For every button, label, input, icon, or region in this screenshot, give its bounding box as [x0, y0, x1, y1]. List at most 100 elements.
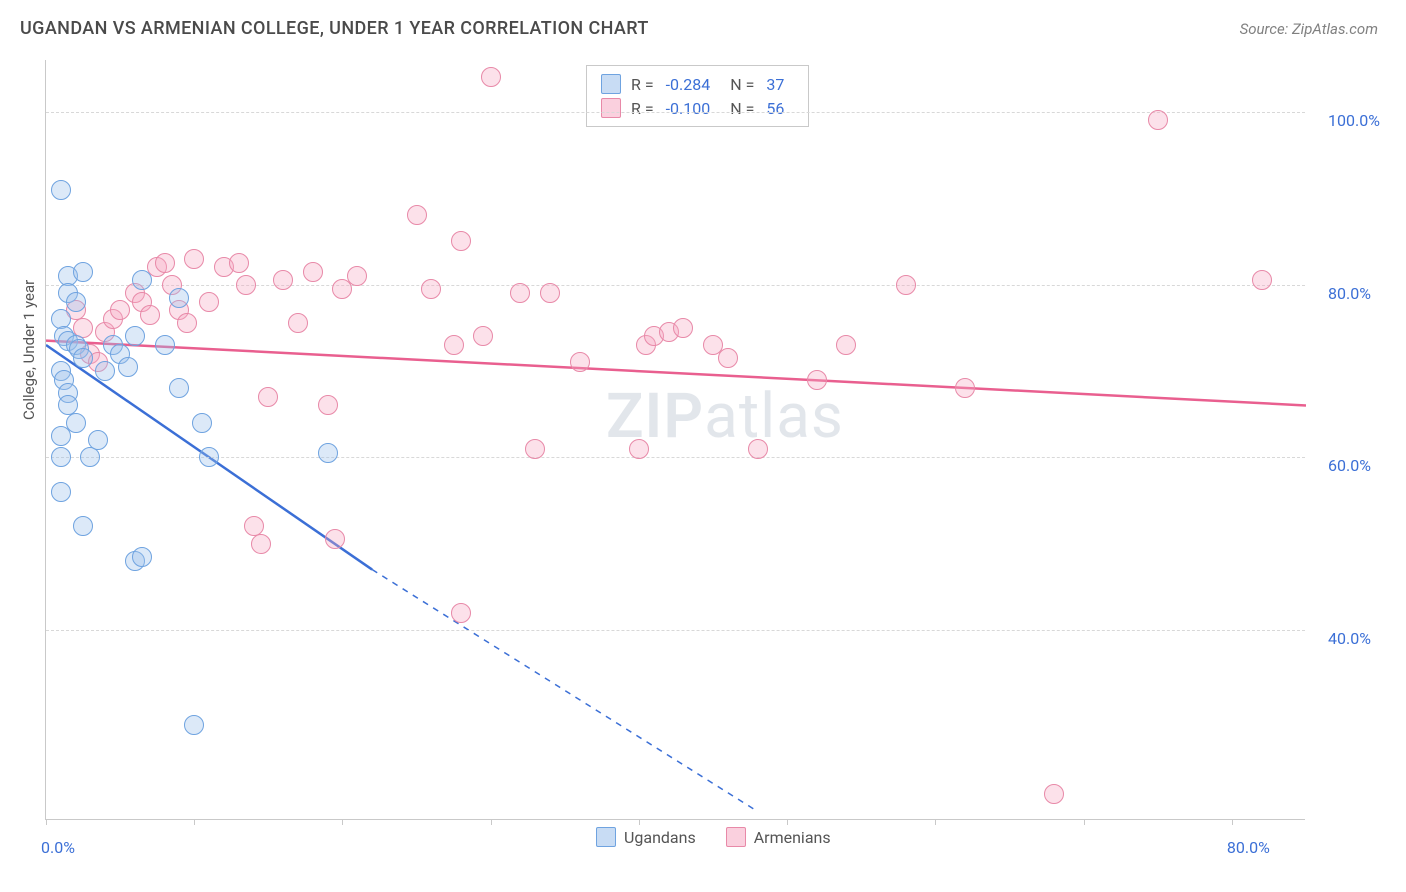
point-armenians [347, 266, 367, 286]
point-armenians [155, 253, 175, 273]
y-axis-label: College, Under 1 year [20, 280, 38, 420]
gridline [46, 112, 1305, 113]
point-ugandans [51, 447, 71, 467]
point-armenians [229, 253, 249, 273]
point-armenians [1252, 270, 1272, 290]
point-ugandans [192, 413, 212, 433]
point-ugandans [118, 357, 138, 377]
ytick-label: 80.0% [1328, 284, 1371, 303]
point-armenians [510, 283, 530, 303]
xtick [46, 819, 47, 825]
xtick-label: 80.0% [1227, 838, 1270, 857]
point-armenians [110, 300, 130, 320]
point-armenians [273, 270, 293, 290]
point-armenians [303, 262, 323, 282]
point-ugandans [66, 292, 86, 312]
point-armenians [318, 395, 338, 415]
point-armenians [629, 439, 649, 459]
xtick [935, 819, 936, 825]
point-ugandans [51, 482, 71, 502]
trend-lines [46, 60, 1306, 820]
point-armenians [955, 378, 975, 398]
point-armenians [451, 231, 471, 251]
xtick [491, 819, 492, 825]
ytick-label: 40.0% [1328, 629, 1371, 648]
r-value-ugandans: -0.284 [666, 75, 711, 94]
point-armenians [258, 387, 278, 407]
point-armenians [718, 348, 738, 368]
swatch-armenians-icon [726, 827, 746, 847]
gridline [46, 457, 1305, 458]
series-legend: Ugandans Armenians [596, 827, 831, 847]
point-armenians [407, 205, 427, 225]
xtick [639, 819, 640, 825]
xtick [787, 819, 788, 825]
point-ugandans [132, 270, 152, 290]
point-ugandans [73, 348, 93, 368]
point-ugandans [95, 361, 115, 381]
point-armenians [251, 534, 271, 554]
point-armenians [836, 335, 856, 355]
point-armenians [451, 603, 471, 623]
point-armenians [199, 292, 219, 312]
legend-row-ugandans: R = -0.284 N = 37 [601, 72, 794, 96]
r-value-armenians: -0.100 [666, 99, 711, 118]
point-armenians [140, 305, 160, 325]
chart-title: UGANDAN VS ARMENIAN COLLEGE, UNDER 1 YEA… [20, 18, 649, 39]
xtick [1084, 819, 1085, 825]
n-value-ugandans: 37 [766, 75, 784, 94]
gridline [46, 630, 1305, 631]
xtick [342, 819, 343, 825]
legend-label-ugandans: Ugandans [624, 828, 696, 847]
point-armenians [421, 279, 441, 299]
point-ugandans [125, 326, 145, 346]
xtick [194, 819, 195, 825]
point-armenians [1148, 110, 1168, 130]
correlation-legend: R = -0.284 N = 37 R = -0.100 N = 56 [586, 65, 809, 127]
point-armenians [896, 275, 916, 295]
point-ugandans [51, 426, 71, 446]
point-ugandans [169, 288, 189, 308]
point-ugandans [80, 447, 100, 467]
point-armenians [444, 335, 464, 355]
point-ugandans [88, 430, 108, 450]
point-armenians [540, 283, 560, 303]
legend-item-ugandans: Ugandans [596, 827, 696, 847]
scatter-chart: ZIPatlas R = -0.284 N = 37 R = -0.100 N … [45, 60, 1305, 820]
point-armenians [325, 529, 345, 549]
point-ugandans [199, 447, 219, 467]
r-label: R = [631, 99, 654, 118]
point-armenians [236, 275, 256, 295]
n-label: N = [730, 75, 754, 94]
point-armenians [184, 249, 204, 269]
legend-label-armenians: Armenians [754, 828, 831, 847]
point-armenians [525, 439, 545, 459]
n-label: N = [730, 99, 754, 118]
point-armenians [481, 67, 501, 87]
point-ugandans [73, 262, 93, 282]
point-armenians [570, 352, 590, 372]
ytick-label: 60.0% [1328, 456, 1371, 475]
legend-item-armenians: Armenians [726, 827, 831, 847]
source-attribution: Source: ZipAtlas.com [1240, 20, 1378, 38]
point-ugandans [169, 378, 189, 398]
r-label: R = [631, 75, 654, 94]
swatch-ugandans-icon [596, 827, 616, 847]
point-ugandans [184, 715, 204, 735]
gridline [46, 285, 1305, 286]
point-ugandans [51, 180, 71, 200]
point-armenians [473, 326, 493, 346]
ytick-label: 100.0% [1328, 111, 1380, 130]
xtick [1232, 819, 1233, 825]
point-ugandans [73, 516, 93, 536]
swatch-armenians-icon [601, 98, 621, 118]
point-armenians [288, 313, 308, 333]
point-ugandans [318, 443, 338, 463]
n-value-armenians: 56 [766, 99, 784, 118]
point-armenians [177, 313, 197, 333]
point-armenians [673, 318, 693, 338]
point-armenians [748, 439, 768, 459]
legend-row-armenians: R = -0.100 N = 56 [601, 96, 794, 120]
point-ugandans [132, 547, 152, 567]
point-ugandans [155, 335, 175, 355]
